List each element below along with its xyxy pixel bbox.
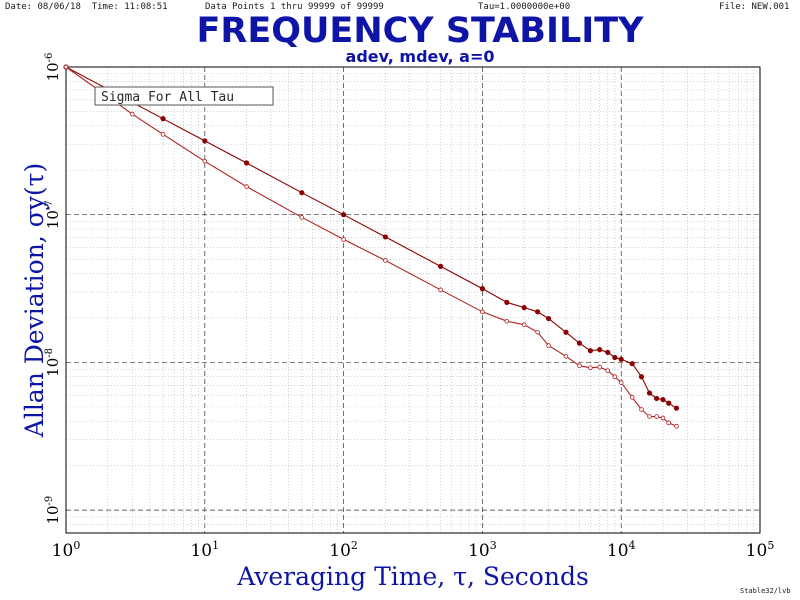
data-point <box>588 365 593 371</box>
data-point <box>340 212 347 218</box>
data-point <box>438 263 444 269</box>
chart-title: FREQUENCY STABILITY <box>196 11 644 51</box>
data-point <box>383 258 388 263</box>
y-axis-label: Allan Deviation, σy(τ) <box>20 163 49 438</box>
data-point <box>612 354 618 361</box>
data-point <box>597 364 602 370</box>
data-point <box>612 374 618 380</box>
x-tick-label: 105 <box>746 539 775 561</box>
header-file: File: NEW.001 <box>719 2 790 12</box>
data-point <box>629 395 635 400</box>
data-point <box>535 329 540 335</box>
data-point <box>618 380 624 385</box>
data-point <box>341 237 346 242</box>
x-tick-label: 104 <box>607 539 636 561</box>
series-layer <box>63 64 680 429</box>
data-point <box>629 361 635 367</box>
data-point <box>597 347 603 353</box>
annotation-label: Sigma For All Tau <box>101 90 234 105</box>
data-point <box>160 116 166 122</box>
data-point <box>660 415 666 421</box>
data-point <box>521 305 527 311</box>
data-point <box>638 374 645 380</box>
plot-frame <box>65 66 761 534</box>
data-point <box>160 132 166 137</box>
data-point <box>129 111 135 117</box>
chart-grid <box>66 67 760 534</box>
chart-subtitle: adev, mdev, a=0 <box>346 47 495 66</box>
data-point <box>646 390 653 396</box>
data-point <box>202 158 208 164</box>
data-point <box>673 405 680 411</box>
annotation-box: Sigma For All Tau <box>94 86 274 106</box>
footer-credit: Stable32/lvb <box>740 587 791 595</box>
data-point <box>521 322 527 328</box>
y-tick-labels: 10-6 10-7 10-8 10-9 <box>44 53 62 525</box>
data-point <box>299 190 305 196</box>
data-point <box>480 309 485 315</box>
x-tick-labels: 100 101 102 103 104 105 <box>52 539 775 561</box>
data-point <box>576 340 583 346</box>
data-point <box>563 353 569 359</box>
data-point <box>618 356 624 362</box>
y-tick-label: 10-9 <box>44 496 62 525</box>
header-date-time: Date: 08/06/18 Time: 11:08:51 <box>5 2 168 12</box>
data-point <box>660 397 666 403</box>
data-point <box>63 64 69 70</box>
header-date: Date: 08/06/18 <box>5 2 81 12</box>
data-point <box>605 368 611 373</box>
data-point <box>546 315 552 322</box>
series-line <box>65 66 677 409</box>
data-point <box>546 343 551 348</box>
y-tick-label: 10-6 <box>44 53 62 82</box>
data-point <box>647 414 652 419</box>
x-tick-label: 101 <box>190 539 219 561</box>
data-point <box>666 420 672 426</box>
series-line <box>65 66 677 427</box>
data-point <box>299 215 305 220</box>
x-axis-label: Averaging Time, τ, Seconds <box>236 562 589 591</box>
data-point <box>674 423 679 429</box>
x-tick-label: 103 <box>468 539 497 561</box>
data-point <box>577 363 582 369</box>
data-point <box>587 348 594 354</box>
x-tick-label: 100 <box>52 539 81 561</box>
x-tick-label: 102 <box>329 539 358 561</box>
data-point <box>654 414 659 419</box>
y-tick-label: 10-7 <box>44 200 62 229</box>
data-point <box>605 349 611 355</box>
annotation-frame <box>94 86 274 106</box>
data-point <box>243 160 250 166</box>
data-point <box>504 318 510 324</box>
data-point <box>563 329 569 335</box>
data-point <box>654 395 660 402</box>
data-point <box>438 287 443 293</box>
data-point <box>479 286 485 292</box>
data-point <box>382 234 388 240</box>
data-point <box>202 138 208 144</box>
header-data-points: Data Points 1 thru 99999 of 99999 <box>205 2 384 12</box>
data-point <box>244 184 249 189</box>
header-tau: Tau=1.0000000e+00 <box>478 2 571 12</box>
series-mdev <box>63 64 679 429</box>
y-tick-label: 10-8 <box>44 348 62 377</box>
data-point <box>504 299 510 305</box>
data-point <box>639 407 644 412</box>
data-point <box>666 400 672 406</box>
data-point <box>535 309 541 315</box>
header-time: Time: 11:08:51 <box>91 2 168 12</box>
